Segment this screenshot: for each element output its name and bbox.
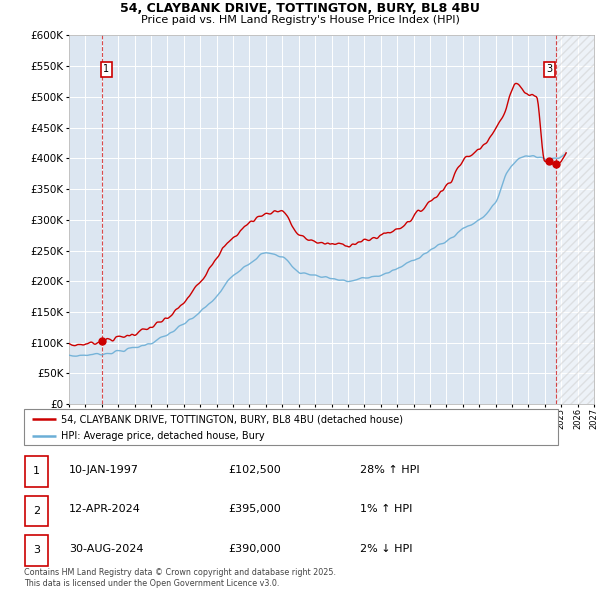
Text: 3: 3 bbox=[547, 64, 553, 74]
Text: 3: 3 bbox=[33, 546, 40, 555]
Text: 54, CLAYBANK DRIVE, TOTTINGTON, BURY, BL8 4BU (detached house): 54, CLAYBANK DRIVE, TOTTINGTON, BURY, BL… bbox=[61, 414, 403, 424]
FancyBboxPatch shape bbox=[25, 535, 48, 566]
Text: £390,000: £390,000 bbox=[228, 544, 281, 553]
Text: 28% ↑ HPI: 28% ↑ HPI bbox=[360, 465, 419, 474]
FancyBboxPatch shape bbox=[24, 409, 558, 445]
Text: 54, CLAYBANK DRIVE, TOTTINGTON, BURY, BL8 4BU: 54, CLAYBANK DRIVE, TOTTINGTON, BURY, BL… bbox=[120, 2, 480, 15]
Text: 1: 1 bbox=[33, 467, 40, 476]
Text: 10-JAN-1997: 10-JAN-1997 bbox=[69, 465, 139, 474]
Text: 1: 1 bbox=[103, 64, 110, 74]
Text: £395,000: £395,000 bbox=[228, 504, 281, 514]
Point bbox=[551, 160, 560, 169]
Text: 1% ↑ HPI: 1% ↑ HPI bbox=[360, 504, 412, 514]
Text: £102,500: £102,500 bbox=[228, 465, 281, 474]
FancyBboxPatch shape bbox=[25, 496, 48, 526]
Text: 2: 2 bbox=[33, 506, 40, 516]
FancyBboxPatch shape bbox=[25, 456, 48, 487]
Point bbox=[98, 336, 107, 346]
Point bbox=[545, 157, 554, 166]
Text: 12-APR-2024: 12-APR-2024 bbox=[69, 504, 141, 514]
Text: 2% ↓ HPI: 2% ↓ HPI bbox=[360, 544, 413, 553]
Bar bbox=[556, 35, 594, 404]
Text: HPI: Average price, detached house, Bury: HPI: Average price, detached house, Bury bbox=[61, 431, 265, 441]
Text: 30-AUG-2024: 30-AUG-2024 bbox=[69, 544, 143, 553]
Text: Price paid vs. HM Land Registry's House Price Index (HPI): Price paid vs. HM Land Registry's House … bbox=[140, 15, 460, 25]
Text: Contains HM Land Registry data © Crown copyright and database right 2025.
This d: Contains HM Land Registry data © Crown c… bbox=[24, 568, 336, 588]
